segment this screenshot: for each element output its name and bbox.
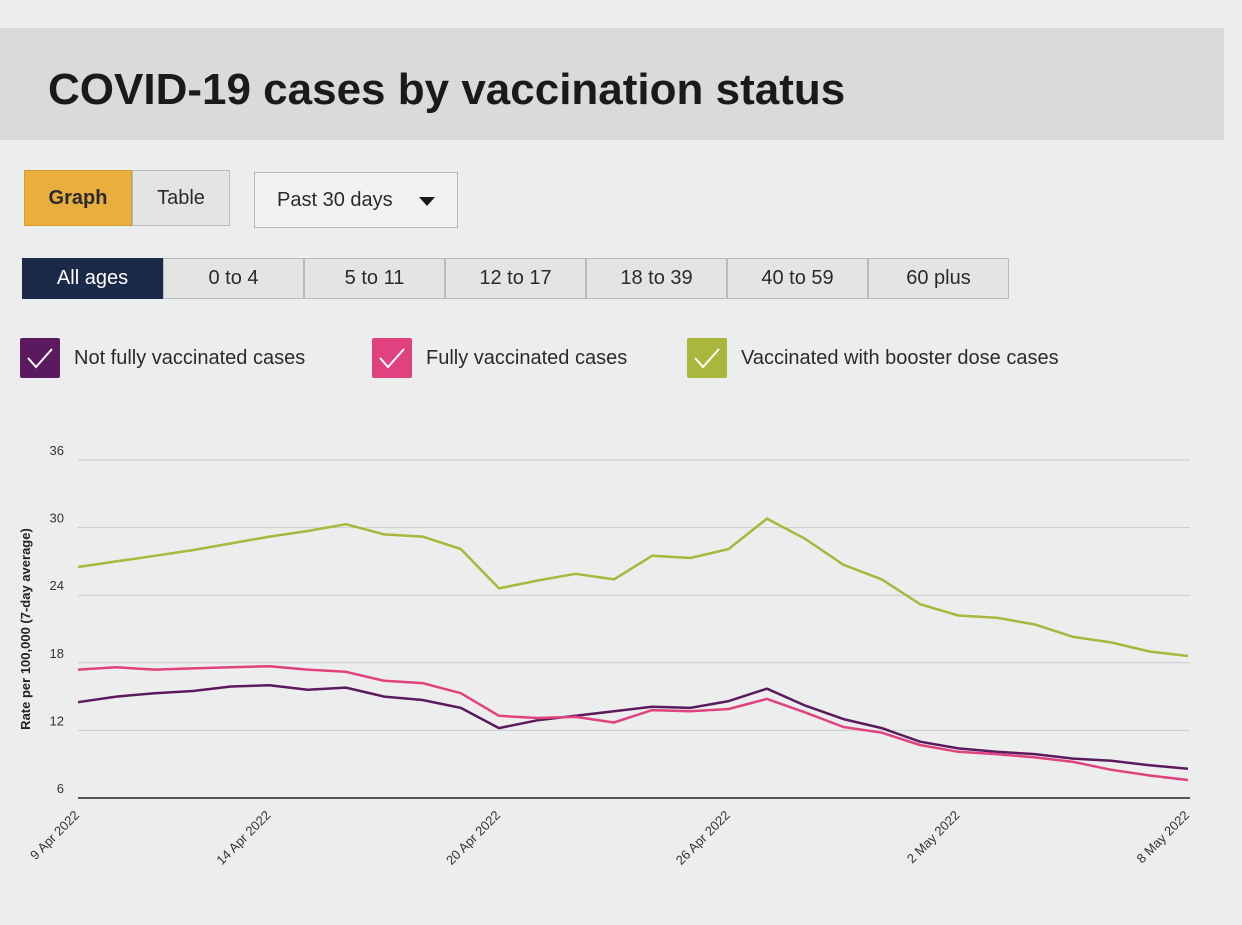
- y-axis-title: Rate per 100,000 (7-day average): [18, 528, 33, 730]
- tab-0-to-4[interactable]: 0 to 4: [163, 258, 304, 299]
- title-bar: COVID-19 cases by vaccination status: [0, 28, 1224, 140]
- series-line-fully-vaccinated-cases: [77, 664, 1189, 782]
- x-tick-label: 2 May 2022: [904, 808, 963, 867]
- checkmark-icon: [27, 348, 53, 369]
- legend-item-not-fully-vaccinated[interactable]: Not fully vaccinated cases: [20, 338, 305, 378]
- tab-40-to-59[interactable]: 40 to 59: [727, 258, 868, 299]
- age-group-tabs: All ages 0 to 4 5 to 11 12 to 17 18 to 3…: [22, 258, 1009, 299]
- time-range-select[interactable]: Past 30 days: [254, 172, 458, 228]
- x-tick-label: 14 Apr 2022: [213, 808, 273, 868]
- series-line-not-fully-vaccinated-cases: [77, 684, 1189, 770]
- chevron-down-icon: [419, 197, 435, 206]
- x-tick-label: 26 Apr 2022: [673, 808, 733, 868]
- series-line-vaccinated-with-booster-dose-cases: [77, 517, 1189, 658]
- graph-view-button[interactable]: Graph: [24, 170, 132, 226]
- x-tick-label: 20 Apr 2022: [443, 808, 503, 868]
- legend-checkbox[interactable]: [372, 338, 412, 378]
- tab-12-to-17[interactable]: 12 to 17: [445, 258, 586, 299]
- y-tick-label: 6: [57, 781, 64, 796]
- chart-series: [77, 517, 1189, 782]
- x-axis-ticks: 9 Apr 2022 14 Apr 2022 20 Apr 2022 26 Apr 2…: [27, 808, 1192, 868]
- legend-item-booster[interactable]: Vaccinated with booster dose cases: [687, 338, 1059, 378]
- page-title: COVID-19 cases by vaccination status: [48, 65, 846, 114]
- time-range-value: Past 30 days: [277, 188, 393, 211]
- x-tick-label: 9 Apr 2022: [27, 808, 82, 863]
- legend-label: Fully vaccinated cases: [426, 346, 628, 369]
- line-chart: 6 12 18 24 30 36 9 Apr 2022 14 Apr 2022 20 Apr …: [18, 443, 1192, 868]
- checkmark-icon: [379, 348, 405, 369]
- legend-checkbox[interactable]: [20, 338, 60, 378]
- tab-all-ages[interactable]: All ages: [22, 258, 163, 299]
- y-tick-label: 24: [50, 578, 64, 593]
- chart-legend: Not fully vaccinated cases Fully vaccina…: [20, 338, 1220, 382]
- legend-item-fully-vaccinated[interactable]: Fully vaccinated cases: [372, 338, 627, 378]
- legend-checkbox[interactable]: [687, 338, 727, 378]
- tab-5-to-11[interactable]: 5 to 11: [304, 258, 445, 299]
- y-tick-label: 30: [50, 511, 64, 526]
- y-axis-ticks: 6 12 18 24 30 36: [50, 443, 64, 796]
- x-tick-label: 8 May 2022: [1133, 808, 1192, 867]
- chart-gridlines: [78, 459, 1190, 799]
- checkmark-icon: [694, 348, 720, 369]
- table-view-button[interactable]: Table: [132, 170, 230, 226]
- legend-label: Not fully vaccinated cases: [74, 346, 306, 369]
- y-tick-label: 12: [50, 713, 64, 728]
- view-toggle: Graph Table: [24, 170, 230, 226]
- legend-label: Vaccinated with booster dose cases: [741, 346, 1059, 369]
- tab-18-to-39[interactable]: 18 to 39: [586, 258, 727, 299]
- y-tick-label: 18: [50, 646, 64, 661]
- y-tick-label: 36: [50, 443, 64, 458]
- tab-60-plus[interactable]: 60 plus: [868, 258, 1009, 299]
